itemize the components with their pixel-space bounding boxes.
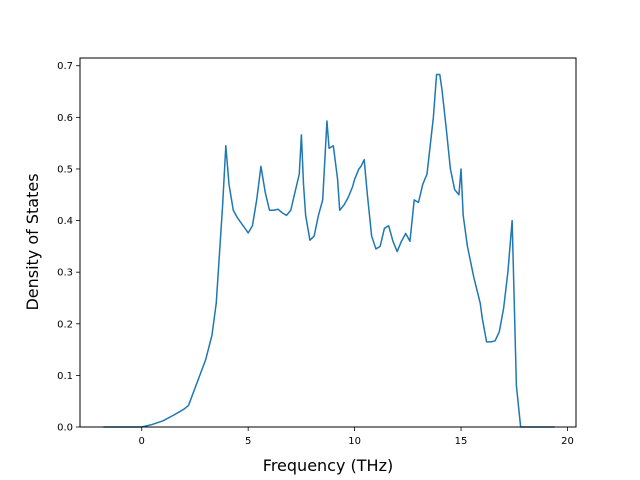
y-axis-ticks: 0.0 0.1 0.2 0.3 0.4 0.5 0.6 0.7 — [57, 61, 80, 434]
y-tick-label: 0.0 — [57, 423, 73, 434]
y-axis-label: Density of States — [23, 173, 42, 310]
x-axis-label: Frequency (THz) — [263, 456, 393, 475]
x-tick-label: 10 — [348, 436, 361, 447]
x-axis-ticks: 0 5 10 15 20 — [139, 427, 574, 447]
plot-frame — [79, 57, 577, 428]
y-tick-label: 0.2 — [57, 319, 73, 330]
y-tick-label: 0.6 — [57, 113, 73, 124]
x-tick-label: 20 — [561, 436, 574, 447]
x-tick-label: 5 — [245, 436, 251, 447]
y-tick-label: 0.4 — [57, 216, 73, 227]
y-tick-label: 0.3 — [57, 268, 73, 279]
x-tick-label: 0 — [139, 436, 145, 447]
y-tick-label: 0.7 — [57, 61, 73, 72]
dos-series-line — [103, 73, 555, 428]
y-tick-label: 0.1 — [57, 371, 73, 382]
x-tick-label: 15 — [455, 436, 468, 447]
y-tick-label: 0.5 — [57, 164, 73, 175]
